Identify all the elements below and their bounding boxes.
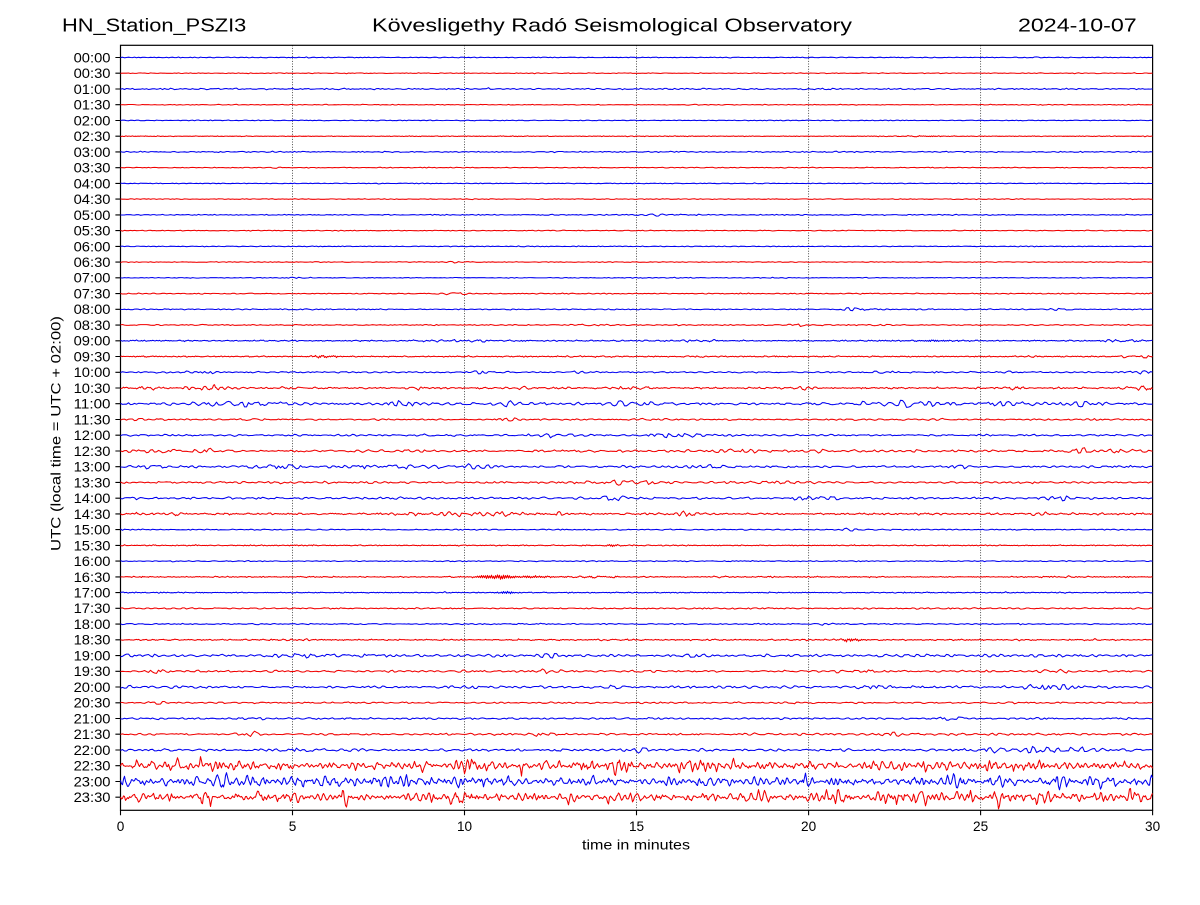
svg-text:13:30: 13:30 (74, 475, 111, 490)
svg-text:time in minutes: time in minutes (582, 837, 690, 852)
svg-text:15: 15 (629, 819, 644, 834)
svg-text:20:00: 20:00 (74, 680, 111, 695)
svg-text:05:30: 05:30 (74, 224, 111, 239)
svg-text:21:30: 21:30 (74, 727, 111, 742)
svg-text:19:00: 19:00 (74, 649, 111, 664)
svg-text:12:00: 12:00 (74, 428, 111, 443)
svg-text:21:00: 21:00 (74, 711, 111, 726)
svg-text:12:30: 12:30 (74, 444, 111, 459)
svg-text:09:00: 09:00 (74, 334, 111, 349)
svg-text:23:30: 23:30 (74, 790, 111, 805)
svg-text:15:30: 15:30 (74, 538, 111, 553)
svg-text:11:00: 11:00 (74, 397, 111, 412)
svg-text:02:00: 02:00 (74, 113, 111, 128)
svg-text:19:30: 19:30 (74, 664, 111, 679)
svg-text:2024-10-07: 2024-10-07 (1018, 15, 1137, 36)
svg-text:07:00: 07:00 (74, 271, 111, 286)
svg-text:20: 20 (801, 819, 817, 834)
svg-text:01:00: 01:00 (74, 82, 111, 97)
svg-text:23:00: 23:00 (74, 774, 111, 789)
svg-text:14:00: 14:00 (74, 491, 111, 506)
svg-text:0: 0 (117, 819, 125, 834)
svg-text:18:00: 18:00 (74, 617, 111, 632)
svg-text:06:00: 06:00 (74, 239, 111, 254)
svg-text:11:30: 11:30 (74, 412, 111, 427)
svg-text:22:00: 22:00 (74, 743, 111, 758)
svg-text:5: 5 (289, 819, 297, 834)
svg-text:10:30: 10:30 (74, 381, 111, 396)
svg-text:01:30: 01:30 (74, 98, 111, 113)
svg-text:25: 25 (973, 819, 988, 834)
svg-text:15:00: 15:00 (74, 523, 111, 538)
svg-text:03:00: 03:00 (74, 145, 111, 160)
svg-text:10:00: 10:00 (74, 365, 111, 380)
svg-text:09:30: 09:30 (74, 349, 111, 364)
svg-text:17:00: 17:00 (74, 586, 111, 601)
svg-text:18:30: 18:30 (74, 633, 111, 648)
svg-text:08:30: 08:30 (74, 318, 111, 333)
svg-text:22:30: 22:30 (74, 759, 111, 774)
svg-text:08:00: 08:00 (74, 302, 111, 317)
svg-text:HN_Station_PSZI3: HN_Station_PSZI3 (62, 15, 246, 37)
svg-text:14:30: 14:30 (74, 507, 111, 522)
svg-text:20:30: 20:30 (74, 696, 111, 711)
svg-text:UTC (local time = UTC + 02:00): UTC (local time = UTC + 02:00) (49, 316, 64, 551)
svg-text:Kövesligethy Radó Seismologica: Kövesligethy Radó Seismological Observat… (372, 15, 853, 36)
svg-text:00:00: 00:00 (74, 50, 111, 65)
svg-text:05:00: 05:00 (74, 208, 111, 223)
svg-text:30: 30 (1145, 819, 1161, 834)
svg-text:10: 10 (457, 819, 473, 834)
svg-text:06:30: 06:30 (74, 255, 111, 270)
svg-text:16:30: 16:30 (74, 570, 111, 585)
svg-text:13:00: 13:00 (74, 460, 111, 475)
svg-text:04:30: 04:30 (74, 192, 111, 207)
svg-text:04:00: 04:00 (74, 176, 111, 191)
svg-text:17:30: 17:30 (74, 601, 111, 616)
svg-text:07:30: 07:30 (74, 287, 111, 302)
svg-text:02:30: 02:30 (74, 129, 111, 144)
svg-text:00:30: 00:30 (74, 66, 111, 81)
svg-text:03:30: 03:30 (74, 161, 111, 176)
svg-text:16:00: 16:00 (74, 554, 111, 569)
